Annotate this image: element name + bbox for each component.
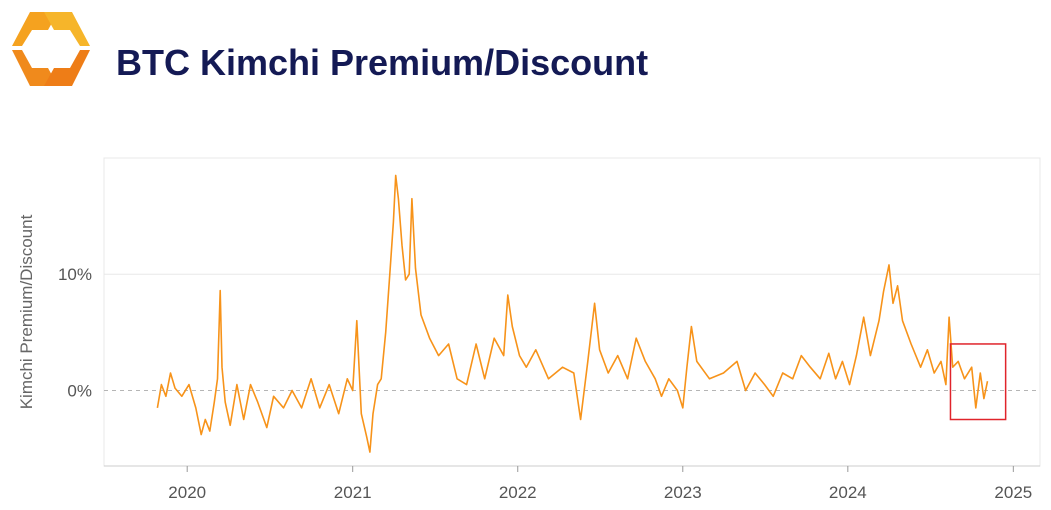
x-axis-ticks: 2020 2021 2022 2023 2024 2025 xyxy=(104,465,1040,502)
y-tick-label: 10% xyxy=(58,265,92,284)
x-tick-label: 2020 xyxy=(168,483,206,502)
x-tick-label: 2022 xyxy=(499,483,537,502)
x-tick-label: 2025 xyxy=(994,483,1032,502)
highlight-box xyxy=(949,343,1007,421)
y-tick-label: 0% xyxy=(67,381,92,400)
x-tick-label: 2021 xyxy=(334,483,372,502)
x-tick-label: 2024 xyxy=(829,483,867,502)
x-tick-label: 2023 xyxy=(664,483,702,502)
brand-logo-icon xyxy=(12,12,90,86)
series-line xyxy=(156,174,989,453)
page-title: BTC Kimchi Premium/Discount xyxy=(116,42,649,83)
y-axis-ticks: 0% 10% xyxy=(58,265,92,400)
y-axis-label: Kimchi Premium/Discount xyxy=(17,214,36,409)
